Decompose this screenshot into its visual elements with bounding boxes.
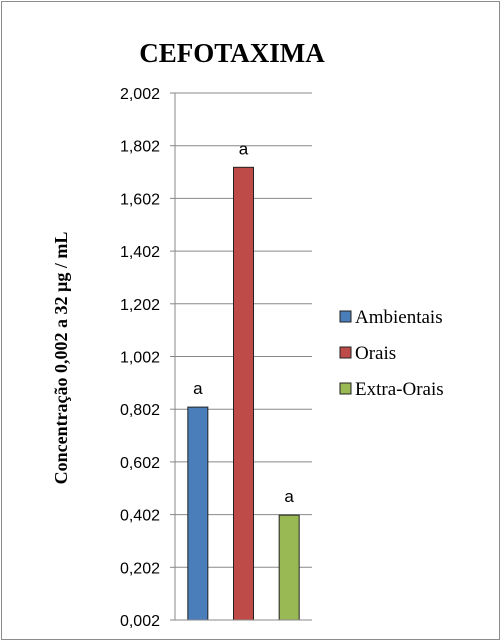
bar-orais — [233, 166, 254, 621]
y-tick-label: 0,002 — [120, 613, 160, 630]
data-labels: a a a — [193, 139, 294, 506]
y-axis-label: Concentração 0,002 a 32 µg / mL — [51, 232, 71, 485]
chart-title: CEFOTAXIMA — [139, 38, 325, 68]
data-label: a — [239, 139, 249, 158]
y-tick-label: 1,602 — [120, 191, 160, 208]
y-tick-labels: 0,002 0,202 0,402 0,602 0,802 1,002 1,202 1,402… — [120, 86, 160, 630]
legend-swatch — [339, 346, 352, 359]
y-tick-label: 1,002 — [120, 350, 160, 367]
legend: Ambientais Orais Extra-Orais — [339, 307, 444, 400]
data-label: a — [284, 487, 294, 506]
legend-swatch — [339, 310, 352, 323]
y-tick-label: 2,002 — [120, 86, 160, 103]
y-tick-label: 0,602 — [120, 455, 160, 472]
legend-swatch — [339, 382, 352, 395]
y-tick-label: 1,202 — [120, 297, 160, 314]
legend-entry: Ambientais — [355, 307, 443, 328]
bar-extra-orais — [278, 514, 300, 621]
y-tick-label: 0,202 — [120, 560, 160, 577]
y-tick-label: 0,402 — [120, 508, 160, 525]
bar-ambientais — [187, 406, 209, 621]
bars — [187, 166, 300, 621]
data-label: a — [193, 379, 203, 398]
y-tick-label: 1,802 — [120, 139, 160, 156]
legend-entry: Orais — [355, 343, 396, 364]
axes — [174, 93, 312, 621]
y-tick-label: 1,402 — [120, 244, 160, 261]
y-tick-label: 0,802 — [120, 402, 160, 419]
legend-entry: Extra-Orais — [355, 379, 444, 400]
